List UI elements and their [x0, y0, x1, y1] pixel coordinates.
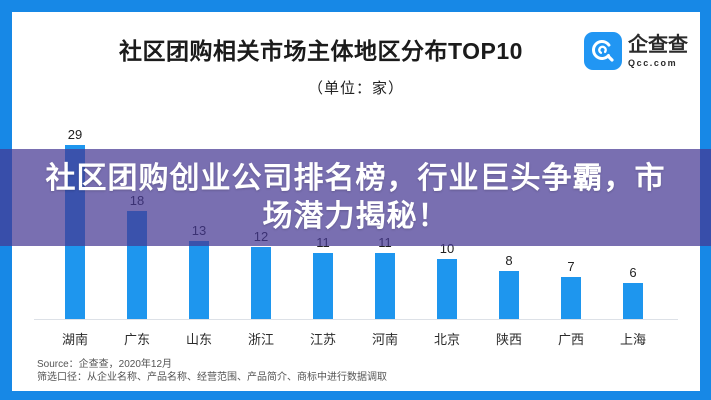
- category-label: 广东: [123, 332, 150, 347]
- bar-column: 8: [478, 126, 540, 319]
- qcc-domain: Qcc.com: [628, 57, 678, 68]
- qcc-brand-name: 企查查: [628, 33, 688, 56]
- bar-value-label: 29: [67, 127, 83, 142]
- category-label: 江苏: [309, 332, 336, 347]
- category-axis: 湖南 广东 山东 浙江 江苏 河南 北京 陕西 广西 上海: [44, 329, 664, 348]
- page-title: 社区团购相关市场主体地区分布TOP10: [119, 38, 523, 64]
- unit-label: （单位：家）: [307, 80, 404, 97]
- bar: [251, 247, 271, 319]
- bar: [313, 253, 333, 319]
- bar-value-label: 6: [629, 265, 637, 280]
- qcc-logo-text: 企查查 Qcc.com: [628, 35, 688, 68]
- footer-notes: Source：企查查，2020年12月 筛选口径：从企业名称、产品名称、经营范围…: [37, 359, 387, 384]
- bar: [437, 259, 457, 319]
- bar-value-label: 8: [505, 253, 513, 268]
- category-label: 广西: [557, 332, 584, 347]
- bar: [623, 283, 643, 319]
- bar-column: 6: [602, 126, 664, 319]
- bar: [561, 277, 581, 319]
- headline-line-1: 社区团购创业公司排名榜，行业巨头争霸，市: [45, 161, 666, 195]
- category-label: 湖南: [61, 332, 88, 347]
- headline-line-2: 场潜力揭秘！: [262, 199, 449, 233]
- category-label: 陕西: [495, 332, 522, 347]
- category-label: 浙江: [247, 332, 274, 347]
- category-label: 河南: [371, 332, 398, 347]
- category-label: 北京: [433, 332, 460, 347]
- bar-column: 7: [540, 126, 602, 319]
- bar-value-label: 7: [567, 259, 575, 274]
- filter-note: 筛选口径：从企业名称、产品名称、经营范围、产品简介、商标中进行数据调取: [37, 371, 387, 383]
- bar: [375, 253, 395, 319]
- qcc-logo: 企查查 Qcc.com: [584, 32, 688, 70]
- category-label: 上海: [619, 332, 646, 347]
- x-axis-line: [34, 319, 678, 320]
- bar: [499, 271, 519, 319]
- qcc-swirl-icon: [584, 32, 622, 70]
- category-label: 山东: [185, 332, 212, 347]
- source-note: Source：企查查，2020年12月: [37, 359, 173, 370]
- bar: [189, 241, 209, 319]
- headline-banner: 社区团购创业公司排名榜，行业巨头争霸，市 场潜力揭秘！: [0, 149, 711, 246]
